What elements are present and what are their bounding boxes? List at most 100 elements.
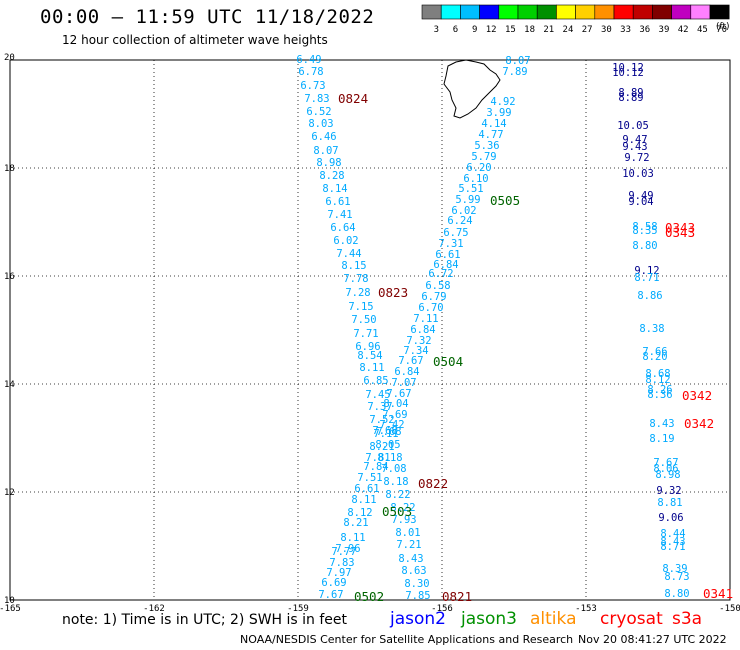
lon-tick-label: -150 bbox=[719, 604, 740, 614]
legend-unit-label: (ft) bbox=[716, 22, 730, 32]
track-b-value: 7.42 bbox=[379, 419, 404, 431]
east-track-value: 8.44 bbox=[660, 528, 685, 540]
track-a-value: 6.73 bbox=[300, 80, 325, 92]
pass-label-0822: 0822 bbox=[418, 476, 448, 491]
track-b-value: 8.01 bbox=[395, 527, 420, 539]
track-a-value: 7.97 bbox=[326, 567, 351, 579]
color-legend: 3 6 9 12 15 18 21 24 27 30 33 36 39 42 45 70 bbox=[421, 4, 730, 35]
track-a-value: 8.11 bbox=[340, 532, 365, 544]
track-a-value: 8.21 bbox=[369, 441, 394, 453]
east-track-value: 8.36 bbox=[647, 389, 672, 401]
track-b-value: 4.92 bbox=[490, 96, 515, 108]
track-a-value: 7.37 bbox=[367, 401, 392, 413]
legend-label: 21 bbox=[543, 25, 554, 35]
track-b-value: 7.31 bbox=[438, 238, 463, 250]
track-b-value: 8.22 bbox=[385, 489, 410, 501]
track-b-value: 7.85 bbox=[405, 590, 430, 602]
s3a-pass-label: 0343 bbox=[665, 220, 695, 235]
track-b-value: 7.93 bbox=[391, 514, 416, 526]
track-b-value: 6.84 bbox=[410, 324, 435, 336]
east-track-value: 8.80 bbox=[632, 240, 657, 252]
east-track-value: 8.71 bbox=[660, 541, 685, 553]
track-b-value: 5.51 bbox=[458, 183, 483, 195]
track-b-value: 5.99 bbox=[455, 194, 480, 206]
track-b-value: 5.36 bbox=[474, 140, 499, 152]
pass-label-0502: 0502 bbox=[354, 589, 384, 604]
track-b-value: 7.67 bbox=[398, 355, 423, 367]
footer-note: note: 1) Time is in UTC; 2) SWH is in fe… bbox=[62, 612, 348, 628]
legend-swatch bbox=[709, 4, 730, 20]
track-a-value: 7.11 bbox=[373, 428, 398, 440]
east-track-value: 8.81 bbox=[657, 497, 682, 509]
track-a-value: 6.85 bbox=[363, 375, 388, 387]
track-a-value: 7.67 bbox=[318, 589, 343, 601]
track-a-value: 6.78 bbox=[298, 66, 323, 78]
track-a-value: 7.28 bbox=[345, 287, 370, 299]
east-track-value: 8.98 bbox=[655, 469, 680, 481]
lat-tick-label: 16 bbox=[4, 272, 15, 282]
lat-tick-label: 18 bbox=[4, 164, 15, 174]
track-b-value: 8.22 bbox=[390, 502, 415, 514]
pass-label-0824: 0824 bbox=[338, 91, 368, 106]
track-a-value: 7.51 bbox=[357, 472, 382, 484]
track-b-value: 8.04 bbox=[383, 398, 408, 410]
track-b-value: 8.07 bbox=[505, 55, 530, 67]
legend-label: 27 bbox=[582, 25, 593, 35]
track-b-value: 8.18 bbox=[377, 452, 402, 464]
track-a-value: 6.61 bbox=[354, 483, 379, 495]
satellite-label-s3a: s3a bbox=[672, 609, 703, 629]
jason2-value: 10.12 bbox=[612, 62, 644, 74]
track-b-value: 6.61 bbox=[435, 249, 460, 261]
satellite-label-jason2: jason2 bbox=[390, 609, 446, 629]
jason2-value: 9.72 bbox=[624, 152, 649, 164]
track-b-value: 6.58 bbox=[425, 280, 450, 292]
map-border bbox=[9, 59, 731, 601]
legend-label: 36 bbox=[639, 25, 650, 35]
legend-label: 3 bbox=[434, 25, 439, 35]
legend-label: 39 bbox=[659, 25, 670, 35]
track-a-value: 7.96 bbox=[335, 543, 360, 555]
track-a-value: 7.81 bbox=[365, 452, 390, 464]
legend-label: 18 bbox=[524, 25, 535, 35]
track-a-value: 6.61 bbox=[325, 196, 350, 208]
track-b-value: 7.32 bbox=[406, 335, 431, 347]
legend-label: 45 bbox=[697, 25, 708, 35]
lat-tick-label: 20 bbox=[4, 53, 15, 63]
s3a-pass-label: 0343 bbox=[665, 225, 695, 240]
east-track-value: 8.38 bbox=[639, 323, 664, 335]
lon-tick-label: -162 bbox=[143, 604, 165, 614]
lon-tick-label: -165 bbox=[0, 604, 21, 614]
track-b-value: 5.79 bbox=[471, 151, 496, 163]
page-subtitle: 12 hour collection of altimeter wave hei… bbox=[62, 33, 328, 47]
track-a-value: 7.50 bbox=[351, 314, 376, 326]
track-a-value: 7.84 bbox=[363, 461, 388, 473]
track-b-value: 7.07 bbox=[391, 377, 416, 389]
island-outline bbox=[443, 59, 501, 119]
track-b-value: 7.08 bbox=[381, 463, 406, 475]
track-a-value: 7.68 bbox=[372, 425, 397, 437]
jason2-value: 9.49 bbox=[628, 190, 653, 202]
pass-label-0503: 0503 bbox=[382, 504, 412, 519]
east-track-value: 8.73 bbox=[664, 571, 689, 583]
legend-label: 6 bbox=[453, 25, 458, 35]
east-track-value: 7.66 bbox=[642, 346, 667, 358]
track-a-value: 8.28 bbox=[319, 170, 344, 182]
track-b-value: 7.68 bbox=[376, 426, 401, 438]
satellite-label-cryosat: cryosat bbox=[600, 609, 663, 629]
track-b-value: 3.99 bbox=[486, 107, 511, 119]
jason2-value: 9.06 bbox=[658, 512, 683, 524]
track-a-value: 8.11 bbox=[359, 362, 384, 374]
track-b-value: 7.34 bbox=[403, 345, 428, 357]
jason2-value: 9.32 bbox=[656, 485, 681, 497]
track-b-value: 8.43 bbox=[398, 553, 423, 565]
lon-tick-label: -156 bbox=[431, 604, 453, 614]
legend-label: 33 bbox=[620, 25, 631, 35]
footer-credit: NOAA/NESDIS Center for Satellite Applica… bbox=[240, 633, 574, 646]
east-track-value: 8.68 bbox=[645, 368, 670, 380]
track-a-value: 8.07 bbox=[313, 145, 338, 157]
track-a-value: 8.54 bbox=[357, 350, 382, 362]
track-b-value: 6.24 bbox=[447, 215, 472, 227]
jason2-value: 9.12 bbox=[634, 265, 659, 277]
pass-label-0823: 0823 bbox=[378, 285, 408, 300]
east-track-value: 8.71 bbox=[634, 272, 659, 284]
